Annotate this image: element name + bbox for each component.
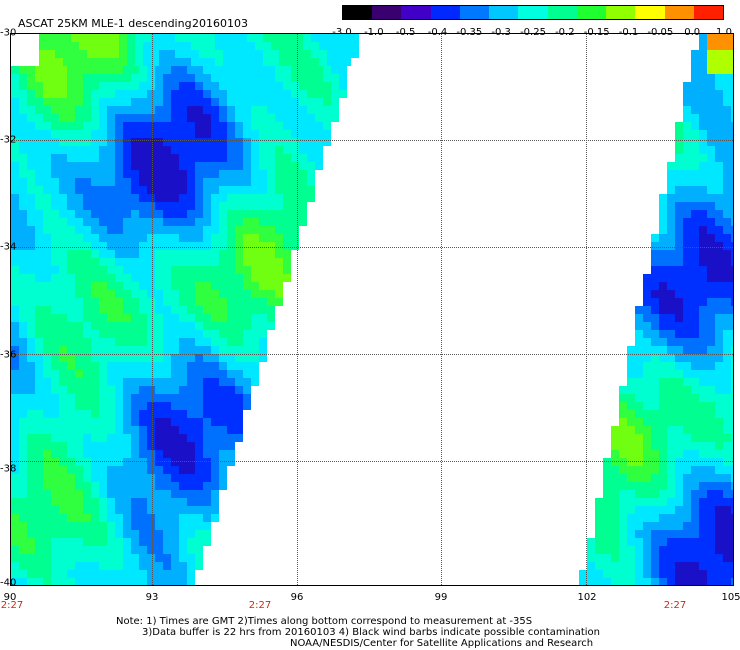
color-scale-segment [489,6,519,19]
lon-gridline [152,34,153,585]
color-scale-segment [606,6,636,19]
color-scale-segment [430,6,460,19]
color-scale-segment [401,6,431,19]
color-scale-label: -0.1 [618,27,639,38]
map-plot-area [10,33,734,586]
color-scale-label: -0.25 [520,27,546,38]
lon-gridline [586,34,587,585]
lat-label: -40 [0,577,17,589]
lon-label: 105 [721,592,740,603]
lat-label: -34 [0,241,17,253]
pass-time-label: 2:27 [0,600,24,611]
color-scale-label: -3.0 [332,27,352,38]
color-scale-segment [459,6,490,19]
color-scale-label: -0.3 [491,27,511,38]
lon-label: 93 [145,592,159,603]
lat-label: -36 [0,349,17,361]
color-scale-label: -0.2 [555,27,575,38]
color-scale-label: 0.0 [684,27,701,38]
lat-label: -30 [0,27,17,39]
lat-label: -38 [0,463,17,475]
color-scale-label: -0.5 [395,27,416,38]
note-line-3: NOAA/NESDIS/Center for Satellite Applica… [290,638,594,649]
lat-gridline [11,140,733,141]
wind-swath-field [11,34,733,585]
color-scale-segment [372,6,402,19]
color-scale-bar [342,5,724,20]
color-scale-label: -0.05 [647,27,674,38]
color-scale-label: -0.4 [427,27,448,38]
color-scale-segment [576,6,607,19]
color-scale-segment [635,6,665,19]
lat-gridline [11,247,733,248]
lon-label: 96 [290,592,304,603]
color-scale-label: -0.15 [583,27,610,38]
color-scale-segment [693,6,724,19]
map-title: ASCAT 25KM MLE-1 descending [18,17,192,30]
lat-gridline [11,354,733,355]
color-scale-label: -0.35 [456,27,483,38]
color-scale-segment [343,6,373,19]
lon-label: 99 [434,592,448,603]
color-scale-segment [518,6,548,19]
lat-label: -32 [0,134,17,146]
lon-label: 90 [3,592,17,603]
lon-label: 102 [577,592,597,603]
lon-gridline [297,34,298,585]
color-scale-segment [547,6,577,19]
pass-time-label: 2:27 [663,600,687,611]
note-line-1: Note: 1) Times are GMT 2)Times along bot… [116,616,533,627]
color-scale-label: -1.0 [364,27,384,38]
note-line-2: 3)Data buffer is 22 hrs from 20160103 4)… [142,627,600,638]
lat-gridline [11,461,733,462]
color-scale-segment [664,6,694,19]
map-date: 20160103 [192,17,248,30]
color-scale-label: 1.0 [716,27,732,38]
lon-gridline [441,34,442,585]
pass-time-label: 2:27 [248,600,272,611]
